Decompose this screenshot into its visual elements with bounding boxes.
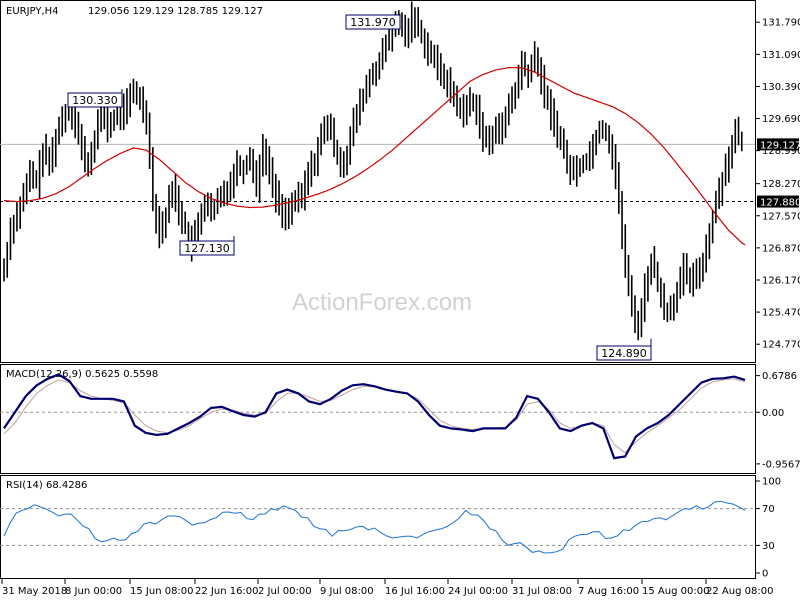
price-callouts: 130.330 131.970 127.130 124.890 <box>67 13 652 361</box>
level-box <box>757 195 799 208</box>
rsi-title: RSI(14) 68.4286 <box>6 480 87 491</box>
price-callout-box-2 <box>179 240 235 256</box>
price-callout-label-1: 131.970 <box>350 16 396 29</box>
rsi-tick-label-2: 30 <box>762 541 775 552</box>
macd-tick-label-2: -0.9567 <box>762 459 800 470</box>
chart-symbol: EURJPY,H4 <box>6 6 59 17</box>
rsi-panel-frame <box>0 475 756 579</box>
time-tick-label-11: 22 Aug 08:00 <box>706 586 773 597</box>
level-label: 127.880 <box>760 198 800 209</box>
time-tick-label-3: 22 Jun 16:00 <box>195 586 259 597</box>
price-tick-label-4: 128.990 <box>762 146 800 157</box>
price-callout-box-0 <box>67 92 123 108</box>
price-tick-label-3: 129.690 <box>762 114 800 125</box>
time-tick-label-0: 31 May 2018 <box>2 586 67 597</box>
current-price: 129.127 127.880 <box>757 138 800 209</box>
macd-tick-label-0: 0.6786 <box>762 371 797 382</box>
current-price-box <box>757 138 799 151</box>
price-levels <box>0 143 755 203</box>
price-tick-label-0: 131.790 <box>762 18 800 29</box>
price-tick-label-1: 131.090 <box>762 50 800 61</box>
rsi-line <box>3 500 746 554</box>
time-tick-label-9: 7 Aug 16:00 <box>578 586 639 597</box>
macd-tick-label-1: 0.00 <box>762 408 784 419</box>
time-tick-label-7: 24 Jul 00:00 <box>448 586 508 597</box>
time-tick-label-10: 15 Aug 00:00 <box>642 586 709 597</box>
time-tick-label-8: 31 Jul 08:00 <box>512 586 572 597</box>
price-panel-frame <box>0 0 756 363</box>
price-callout-label-0: 130.330 <box>72 94 118 107</box>
current-price-label: 129.127 <box>760 140 800 151</box>
price-tick-label-7: 126.870 <box>762 243 800 254</box>
chart-ohlc: 129.056 129.129 128.785 129.127 <box>88 6 263 17</box>
time-tick-label-2: 15 Jun 08:00 <box>130 586 194 597</box>
rsi-tick-label-1: 70 <box>762 504 775 515</box>
price-tick-label-6: 127.570 <box>762 211 800 222</box>
price-tick-label-9: 125.470 <box>762 308 800 319</box>
price-callout-label-2: 127.130 <box>184 242 230 255</box>
macd-title: MACD(12,26,9) 0.5625 0.5598 <box>6 369 158 380</box>
rsi-tick-label-3: 0 <box>762 569 768 580</box>
rsi-lines <box>3 500 746 554</box>
price-tick-label-5: 128.270 <box>762 179 800 190</box>
macd-axis: 0.6786 0.00 -0.9567 <box>0 371 800 470</box>
time-tick-label-6: 16 Jul 16:00 <box>385 586 445 597</box>
macd-main-line <box>3 373 746 460</box>
time-tick-label-4: 2 Jul 00:00 <box>258 586 312 597</box>
watermark: ActionForex.com <box>292 289 472 316</box>
macd-lines <box>3 373 746 460</box>
price-bars <box>3 1 743 341</box>
price-tick-label-10: 124.770 <box>762 340 800 351</box>
price-callout-box-3 <box>596 345 652 361</box>
rsi-axis: 100 70 30 0 <box>0 477 781 580</box>
price-callout-label-3: 124.890 <box>601 347 647 360</box>
price-tick-label-2: 130.390 <box>762 82 800 93</box>
moving-average-line <box>3 67 746 246</box>
moving-average <box>3 67 746 246</box>
macd-panel-frame <box>0 364 756 474</box>
time-tick-label-1: 8 Jun 00:00 <box>65 586 122 597</box>
time-tick-label-5: 9 Jul 08:00 <box>320 586 374 597</box>
price-callout-box-1 <box>345 14 401 30</box>
rsi-tick-label-0: 100 <box>762 477 781 488</box>
price-tick-label-8: 126.170 <box>762 275 800 286</box>
price-axis: 131.790 131.090 130.390 129.690 128.990 128.2… <box>755 18 800 351</box>
